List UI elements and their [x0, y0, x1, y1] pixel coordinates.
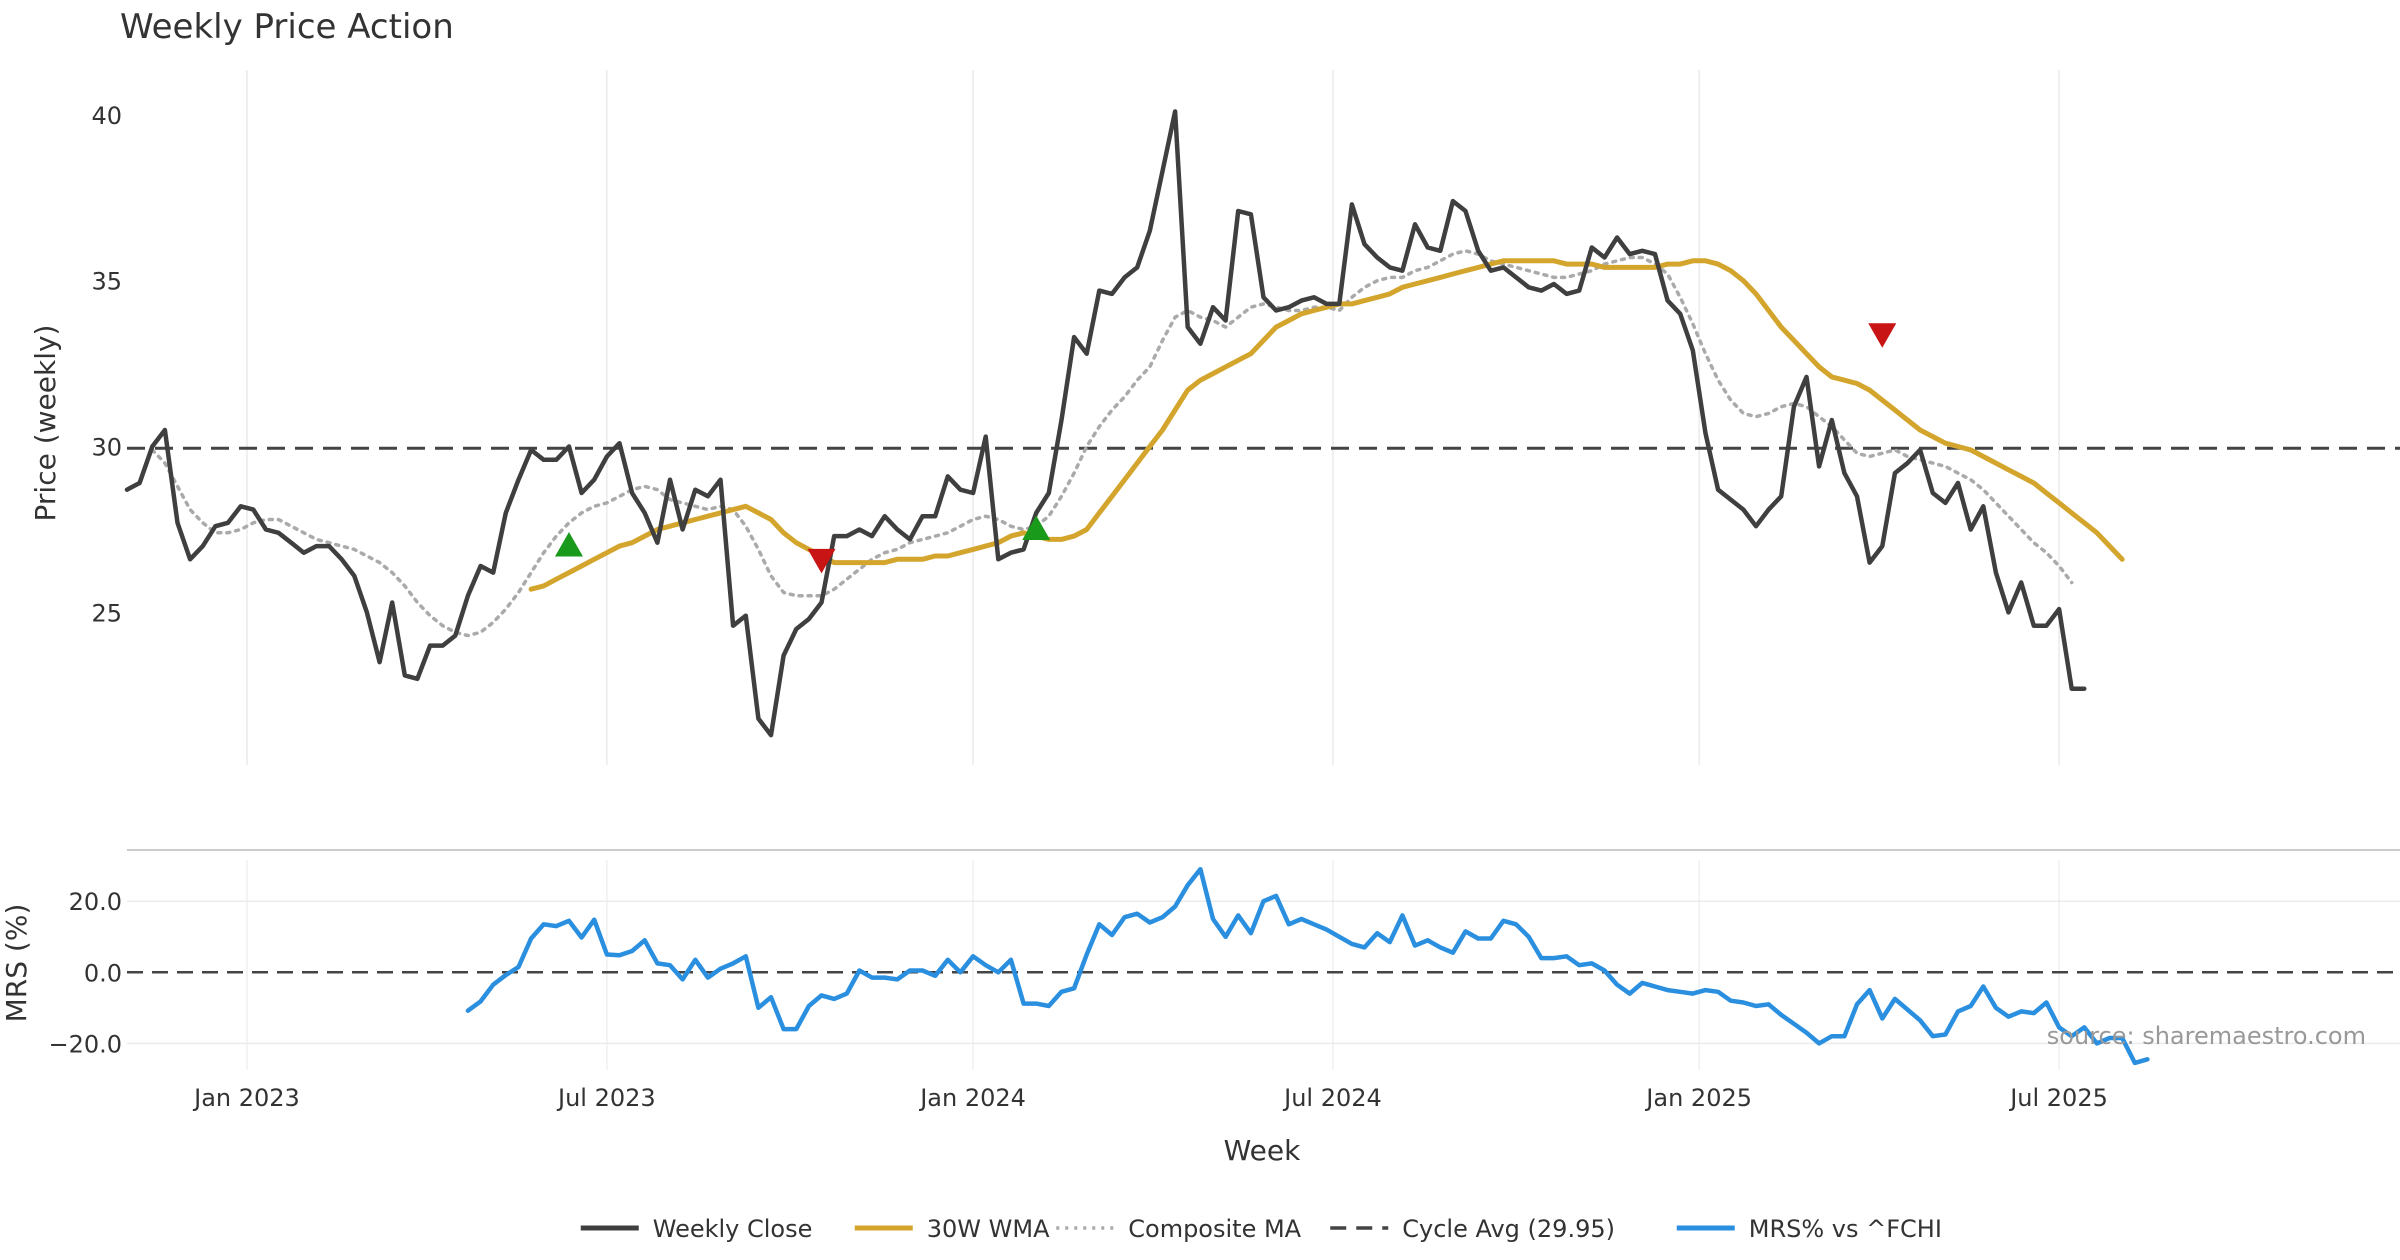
- legend-label: Weekly Close: [653, 1215, 813, 1243]
- legend-label: Cycle Avg (29.95): [1402, 1215, 1615, 1243]
- price-y-tick-label: 25: [91, 599, 122, 627]
- legend-label: 30W WMA: [927, 1215, 1050, 1243]
- mrs-line: [465, 866, 2150, 1066]
- price-y-tick-label: 40: [91, 102, 122, 130]
- sell-signal-marker: [1868, 323, 1897, 348]
- price-panel: 25 30 35 40 Price (weekly): [29, 70, 2400, 765]
- x-tick-label: Jul 2024: [1282, 1084, 1382, 1112]
- price-y-tick-label: 35: [91, 268, 122, 296]
- x-axis-ticks: Jan 2023 Jul 2023 Jan 2024 Jul 2024 Jan 2025…: [192, 1084, 2108, 1112]
- x-axis-label: Week: [1224, 1134, 1301, 1167]
- price-y-axis-label: Price (weekly): [29, 325, 62, 522]
- x-tick-label: Jan 2023: [192, 1084, 300, 1112]
- price-gridlines: [246, 70, 2060, 765]
- mrs-y-ticks: 20.0 0.0 −20.0: [48, 888, 122, 1058]
- x-tick-label: Jul 2023: [556, 1084, 656, 1112]
- buy-signal-marker: [554, 532, 583, 557]
- sell-signal-marker: [807, 548, 836, 574]
- legend-label: MRS% vs ^FCHI: [1749, 1215, 1942, 1243]
- weekly-close-line: [124, 109, 2087, 738]
- price-y-ticks: 25 30 35 40: [91, 102, 122, 628]
- legend-label: Composite MA: [1128, 1215, 1301, 1243]
- legend: Weekly Close 30W WMA Composite MA Cycle Avg…: [580, 1215, 1942, 1243]
- source-note: source: sharemaestro.com: [2047, 1022, 2366, 1050]
- chart-title: Weekly Price Action: [120, 7, 454, 47]
- x-tick-label: Jul 2025: [2008, 1084, 2108, 1112]
- buy-signal-marker: [1022, 515, 1051, 540]
- wma-30w-line: [528, 258, 2125, 592]
- mrs-gridlines: [127, 860, 2400, 1070]
- mrs-panel: 20.0 0.0 −20.0 MRS (%) source: sharemaestr…: [0, 860, 2400, 1070]
- mrs-y-tick-label: 20.0: [69, 888, 122, 916]
- signal-markers: [554, 323, 1897, 574]
- price-y-tick-label: 30: [91, 434, 122, 462]
- composite-ma-line: [150, 249, 2074, 638]
- mrs-y-tick-label: −20.0: [48, 1030, 122, 1058]
- mrs-y-tick-label: 0.0: [84, 959, 122, 987]
- mrs-y-axis-label: MRS (%): [0, 904, 33, 1023]
- x-tick-label: Jan 2024: [918, 1084, 1026, 1112]
- x-tick-label: Jan 2025: [1644, 1084, 1752, 1112]
